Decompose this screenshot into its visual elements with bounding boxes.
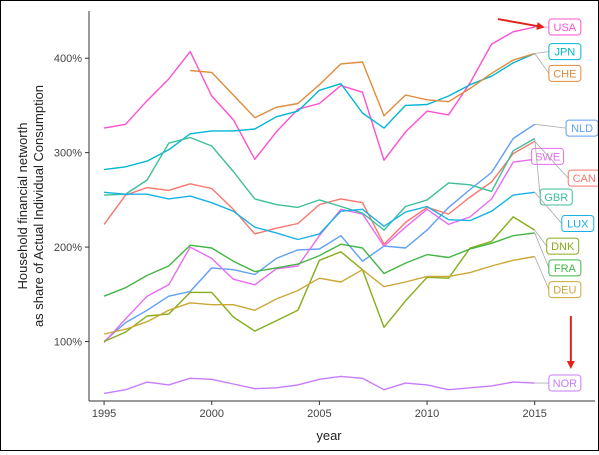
x-tick-label: 2000: [199, 408, 223, 420]
series-label-gbr: GBR: [544, 192, 568, 204]
series-label-dnk: DNK: [551, 241, 575, 253]
annotation-arrows: [497, 18, 575, 370]
y-tick-label: 200%: [54, 242, 82, 254]
series-labels: USA JPN CHE NLD SWE CAN GBR LUX DNK FRA DEU NOR: [531, 18, 599, 392]
series-label-box: [531, 147, 565, 165]
series-label-che: CHE: [553, 68, 576, 80]
series-label-box: [548, 374, 582, 392]
y-axis-title-line1: Household financial networth: [15, 123, 30, 290]
label-leader: [534, 229, 548, 247]
series-label-nld: NLD: [571, 123, 593, 135]
series-line-nor: [103, 375, 535, 395]
axes: 100% 200% 300% 400% 1995 2000 2005 2010 2015: [54, 11, 595, 420]
series-label-fra: FRA: [554, 263, 577, 275]
label-leader: [534, 141, 569, 179]
series-label-lux: LUX: [567, 218, 589, 230]
label-leader: [534, 138, 541, 198]
series-line-usa: [103, 26, 535, 161]
x-tick-label: 2015: [522, 408, 546, 420]
label-leader: [534, 51, 549, 54]
series-line-che: [190, 52, 535, 119]
y-tick-label: 100%: [54, 337, 82, 349]
series-label-box: [548, 281, 582, 299]
series-label-usa: USA: [554, 22, 577, 34]
series-label-box: [539, 188, 573, 206]
series-line-swe: [103, 158, 535, 343]
series-label-jpn: JPN: [554, 47, 575, 59]
series-label-box: [567, 169, 599, 187]
label-leader: [534, 232, 550, 269]
series-label-nor: NOR: [553, 378, 578, 390]
y-tick-label: 300%: [54, 148, 82, 160]
series-label-can: CAN: [573, 173, 596, 185]
series-label-box: [548, 64, 582, 82]
y-axis-title-line2: as share of Actual Individual Consumptio…: [31, 85, 46, 327]
series-label-box: [548, 43, 582, 61]
x-tick-label: 2010: [415, 408, 439, 420]
series-label-box: [546, 237, 580, 255]
series-line-jpn: [104, 52, 535, 171]
label-leader: [534, 123, 567, 129]
series-line-fra: [103, 232, 535, 297]
series-line-lux: [104, 191, 535, 241]
series-line-deu: [103, 255, 535, 335]
label-leader: [534, 53, 550, 74]
series-label-box: [548, 18, 582, 36]
series-label-deu: DEU: [553, 285, 576, 297]
series-line-gbr: [104, 136, 536, 231]
label-leader: [534, 192, 563, 224]
series-line-can: [103, 140, 536, 245]
series-label-box: [561, 214, 595, 232]
series-line-nld: [103, 123, 536, 343]
x-tick-label: 2005: [307, 408, 331, 420]
series-line-dnk: [103, 216, 536, 343]
series-label-box: [548, 259, 582, 277]
series-lines: [103, 26, 536, 395]
x-tick-label: 1995: [92, 408, 116, 420]
y-tick-label: 400%: [54, 53, 82, 65]
label-leader: [534, 256, 550, 290]
arrow-to-usa: [497, 18, 545, 30]
series-label-swe: SWE: [535, 151, 560, 163]
x-axis-title: year: [316, 428, 342, 443]
